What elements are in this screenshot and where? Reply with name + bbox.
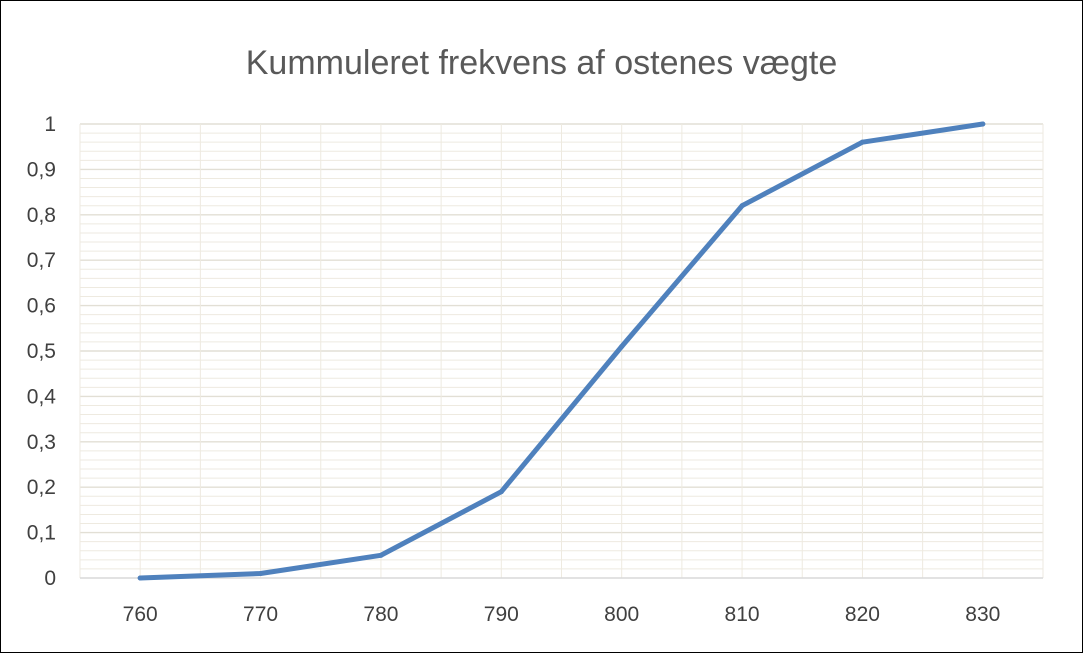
x-tick-label: 790 — [484, 603, 519, 626]
y-axis: 0 0,1 0,2 0,3 0,4 0,5 0,6 0,7 0,8 0,9 1 — [27, 113, 57, 590]
y-tick-label: 0 — [44, 567, 56, 590]
data-point — [859, 139, 865, 145]
data-point — [739, 203, 745, 209]
x-axis: 760 770 780 790 800 810 820 830 — [123, 603, 1001, 626]
x-tick-label: 770 — [243, 603, 278, 626]
y-tick-label: 0,1 — [27, 522, 56, 545]
y-tick-label: 0,3 — [27, 431, 56, 454]
chart-title: Kummuleret frekvens af ostenes vægte — [245, 44, 838, 82]
x-tick-label: 760 — [123, 603, 158, 626]
y-tick-label: 0,2 — [27, 476, 56, 499]
y-tick-label: 0,4 — [27, 385, 57, 408]
x-tick-label: 800 — [604, 603, 639, 626]
data-point — [378, 552, 384, 558]
data-point — [137, 575, 143, 581]
y-tick-label: 0,7 — [27, 249, 56, 272]
y-tick-label: 0,8 — [27, 204, 56, 227]
data-point — [980, 121, 986, 127]
grid — [79, 123, 1044, 579]
series-line — [137, 121, 986, 581]
x-tick-label: 820 — [845, 603, 880, 626]
x-tick-label: 830 — [965, 603, 1000, 626]
data-point — [258, 570, 264, 576]
data-point — [498, 489, 504, 495]
series-group — [137, 121, 986, 581]
x-tick-label: 810 — [725, 603, 760, 626]
x-tick-label: 780 — [363, 603, 398, 626]
y-tick-label: 0,5 — [27, 340, 56, 363]
y-tick-label: 0,6 — [27, 295, 56, 318]
data-point — [619, 343, 625, 349]
y-tick-label: 0,9 — [27, 158, 56, 181]
y-tick-label: 1 — [44, 113, 56, 136]
